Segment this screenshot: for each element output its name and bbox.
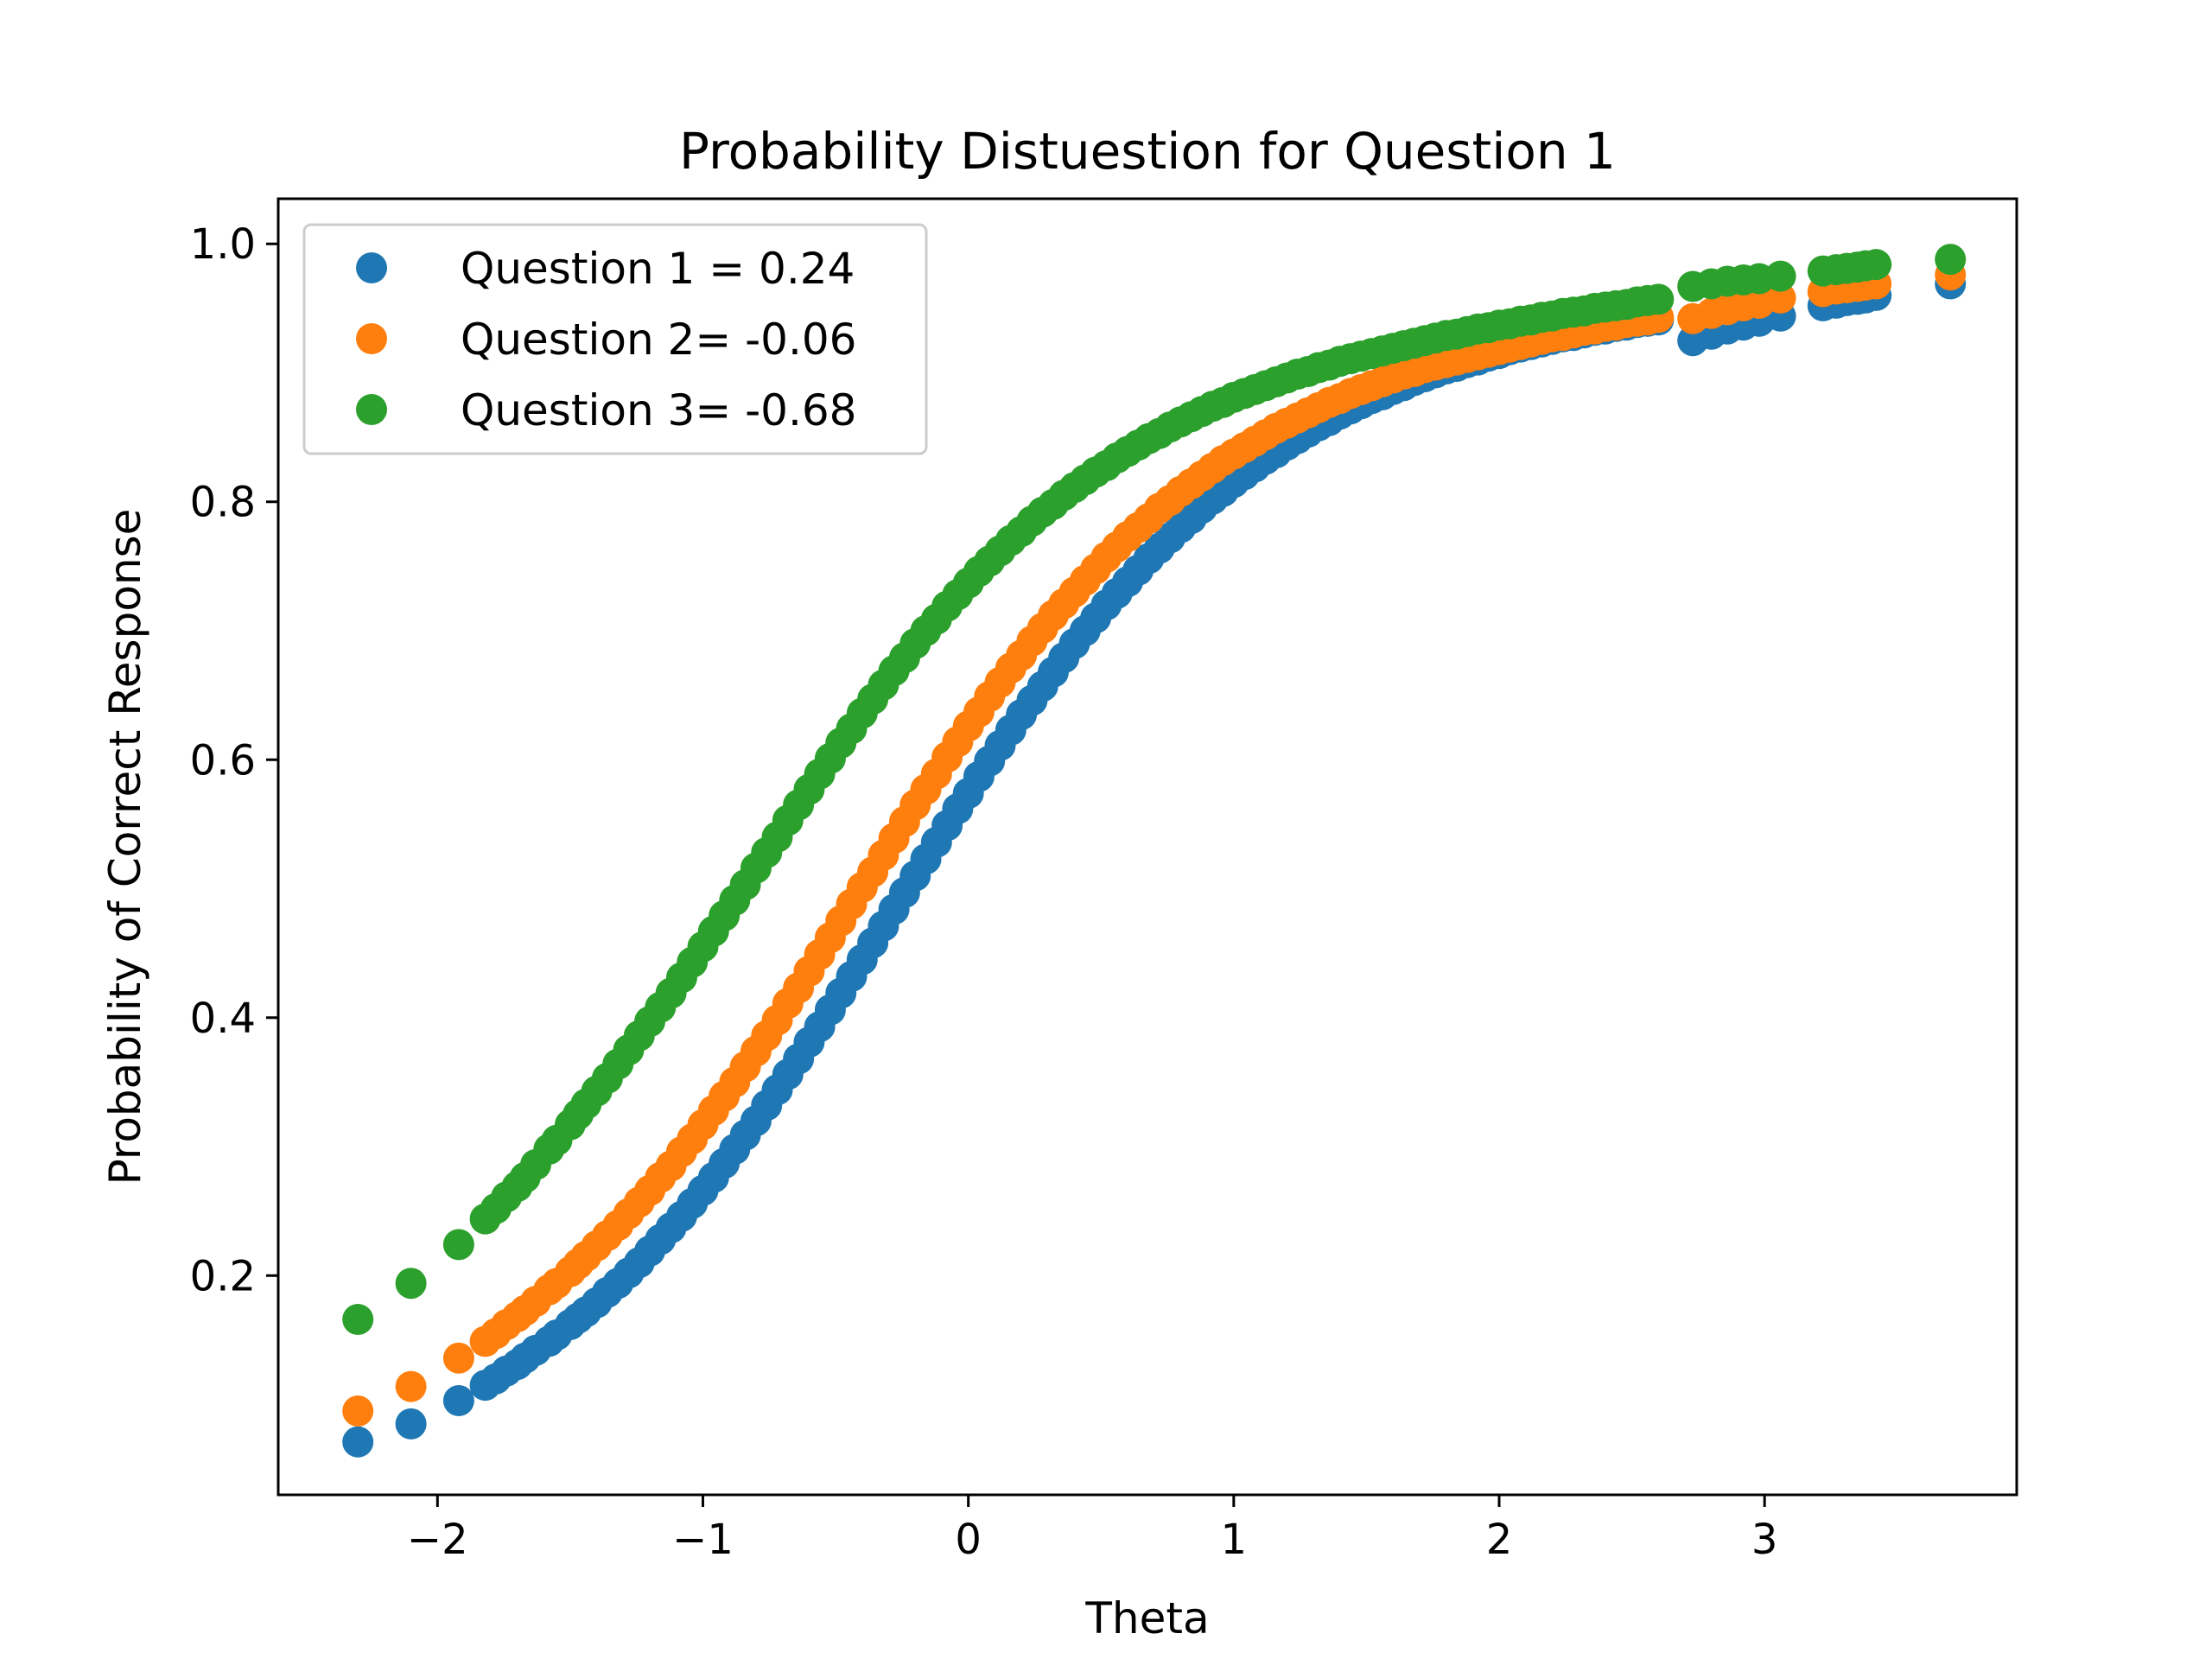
plot-frame [276,197,2018,1497]
series-2-point [395,1370,427,1402]
y-tick-label: 0.8 [190,479,256,527]
series-3-point [395,1268,427,1300]
series-3-point [1935,244,1967,276]
series-2-point [442,1342,474,1374]
x-tick-label: 3 [1751,1516,1778,1564]
series-3-point [1764,260,1796,292]
legend-marker [356,252,387,283]
legend-marker [356,323,387,354]
series-2 [342,259,1967,1427]
series-1-point [395,1408,427,1440]
y-tick-label: 0.4 [190,995,256,1043]
series-2-point [1764,282,1796,314]
series-3-point [1643,283,1675,315]
series-1-point [342,1426,374,1458]
y-tick-label: 0.6 [190,736,256,785]
legend-entry-label: Question 3= -0.68 [461,385,857,435]
series-1-point [442,1385,474,1416]
x-tick-label: −1 [672,1516,734,1564]
y-axis: 0.2 0.4 0.6 0.8 1.0 [190,220,278,1300]
series-2-point [342,1395,374,1427]
series-3 [342,244,1967,1335]
scatter-points [342,244,1967,1458]
x-tick-label: 2 [1486,1516,1513,1564]
legend-box [302,223,928,455]
chart-title: Probability Distuestion for Question 1 [679,122,1616,181]
legend-marker [356,394,387,425]
legend-entry-label: Question 2= -0.06 [461,315,857,365]
x-tick-label: 0 [955,1516,982,1564]
legend: Question 1 = 0.24 Question 2= -0.06 Questi… [302,223,928,455]
y-tick-label: 0.2 [190,1252,256,1300]
x-tick-label: 1 [1221,1516,1248,1564]
x-axis: −2 −1 0 1 2 3 [407,1495,1778,1564]
y-axis-label: Probability of Correct Response [100,509,150,1185]
series-3-point [1860,249,1892,281]
y-tick-label: 1.0 [190,220,256,269]
series-3-point [442,1229,474,1261]
x-axis-label: Theta [1084,1593,1209,1643]
series-3-point [342,1304,374,1335]
legend-entry-label: Question 1 = 0.24 [461,244,855,294]
x-tick-label: −2 [407,1516,468,1564]
